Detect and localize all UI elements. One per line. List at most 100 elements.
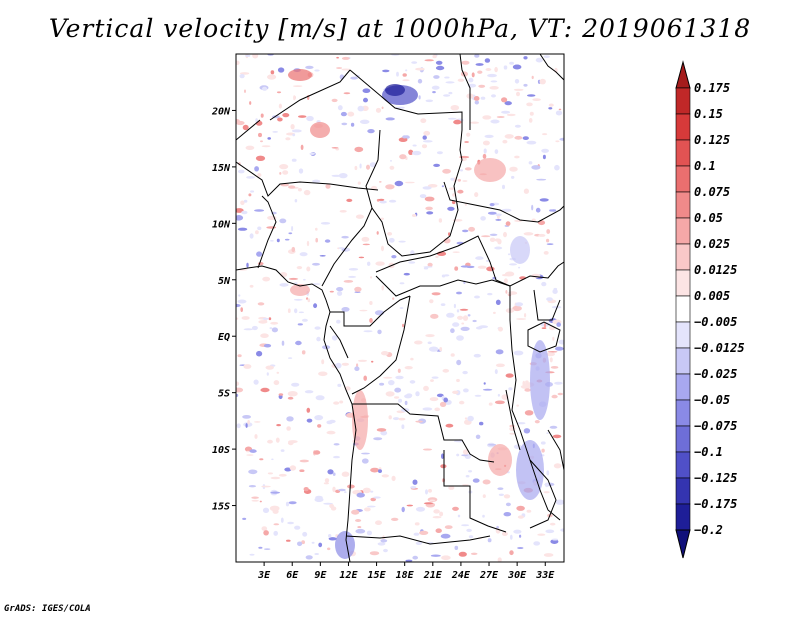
field-patch [447, 117, 457, 120]
field-patch [315, 495, 323, 500]
field-patch [501, 273, 512, 277]
field-patch [524, 410, 534, 416]
field-patch [482, 115, 492, 120]
field-patch [559, 137, 564, 141]
field-patch [243, 199, 248, 203]
field-patch [388, 380, 395, 386]
field-patch [338, 247, 344, 249]
lat-tick-label: 20N [211, 106, 231, 117]
field-patch [478, 84, 486, 88]
field-patch [270, 240, 274, 242]
field-patch [434, 407, 441, 412]
field-patch [239, 74, 245, 79]
field-patch [307, 298, 311, 303]
field-patch [248, 193, 252, 197]
field-patch [489, 233, 498, 236]
field-patch [456, 453, 460, 457]
field-patch [430, 379, 434, 382]
field-patch [280, 449, 285, 452]
field-patch [404, 400, 408, 406]
field-feature [310, 122, 330, 138]
field-patch [460, 265, 470, 268]
field-patch [332, 486, 336, 493]
field-patch [439, 401, 447, 407]
field-patch [427, 341, 432, 345]
field-patch [514, 124, 521, 128]
field-patch [412, 150, 422, 156]
field-patch [505, 221, 511, 226]
field-patch [468, 535, 474, 539]
field-patch [438, 218, 443, 223]
field-patch [503, 231, 507, 238]
field-patch [468, 470, 473, 473]
field-patch [510, 534, 513, 540]
field-patch [287, 391, 298, 397]
field-patch [474, 100, 479, 105]
field-patch [467, 314, 471, 317]
field-patch [464, 203, 467, 206]
field-patch [483, 148, 487, 154]
field-patch [331, 174, 342, 177]
field-patch [249, 284, 254, 288]
field-patch [354, 366, 360, 372]
field-patch [484, 134, 494, 138]
field-patch [519, 534, 522, 538]
field-patch [383, 548, 388, 553]
field-patch [415, 506, 426, 512]
field-patch [260, 387, 270, 393]
field-patch [403, 272, 410, 276]
field-patch [456, 291, 462, 295]
field-patch [546, 229, 551, 234]
field-patch [533, 541, 541, 546]
field-patch [260, 140, 263, 143]
colorbar-swatch [675, 451, 691, 479]
field-patch [382, 69, 390, 73]
field-patch [456, 309, 460, 313]
field-patch [504, 134, 514, 139]
field-patch [462, 180, 468, 182]
field-patch [262, 86, 268, 91]
colorbar-label: 0.05 [694, 211, 723, 225]
field-patch [249, 553, 255, 556]
field-patch [509, 166, 518, 172]
field-patch [369, 301, 373, 305]
field-patch [340, 111, 347, 117]
chad-border [365, 129, 463, 257]
field-patch [523, 428, 531, 434]
field-patch [291, 158, 297, 162]
field-patch [341, 307, 350, 312]
field-patch [293, 85, 303, 87]
field-patch [432, 516, 442, 519]
field-patch [472, 478, 480, 483]
lon-tick-label: 18E [396, 570, 415, 581]
field-patch [302, 531, 308, 537]
field-patch [256, 350, 263, 357]
field-patch [376, 428, 387, 432]
field-patch [550, 366, 559, 369]
colorbar-label: −0.125 [694, 471, 737, 485]
field-patch [279, 283, 289, 287]
field-patch [522, 136, 529, 141]
congo-drc [351, 295, 411, 395]
field-patch [474, 54, 480, 58]
field-patch [398, 240, 406, 243]
colorbar-swatch [675, 269, 691, 297]
field-patch [495, 219, 502, 221]
field-patch [541, 448, 545, 453]
field-patch [440, 303, 446, 306]
field-patch [482, 140, 490, 146]
field-patch [462, 315, 469, 321]
field-patch [329, 290, 334, 293]
colorbar-label: −0.05 [694, 393, 730, 407]
field-patch [461, 60, 470, 65]
field-patch [305, 555, 313, 560]
field-patch [525, 380, 529, 384]
field-patch [301, 540, 305, 545]
field-patch [431, 85, 440, 90]
field-patch [531, 165, 541, 170]
field-patch [238, 294, 241, 297]
field-patch [404, 366, 413, 370]
field-patch [467, 415, 474, 422]
lon-tick-label: 12E [339, 570, 358, 581]
field-patch [401, 506, 405, 513]
